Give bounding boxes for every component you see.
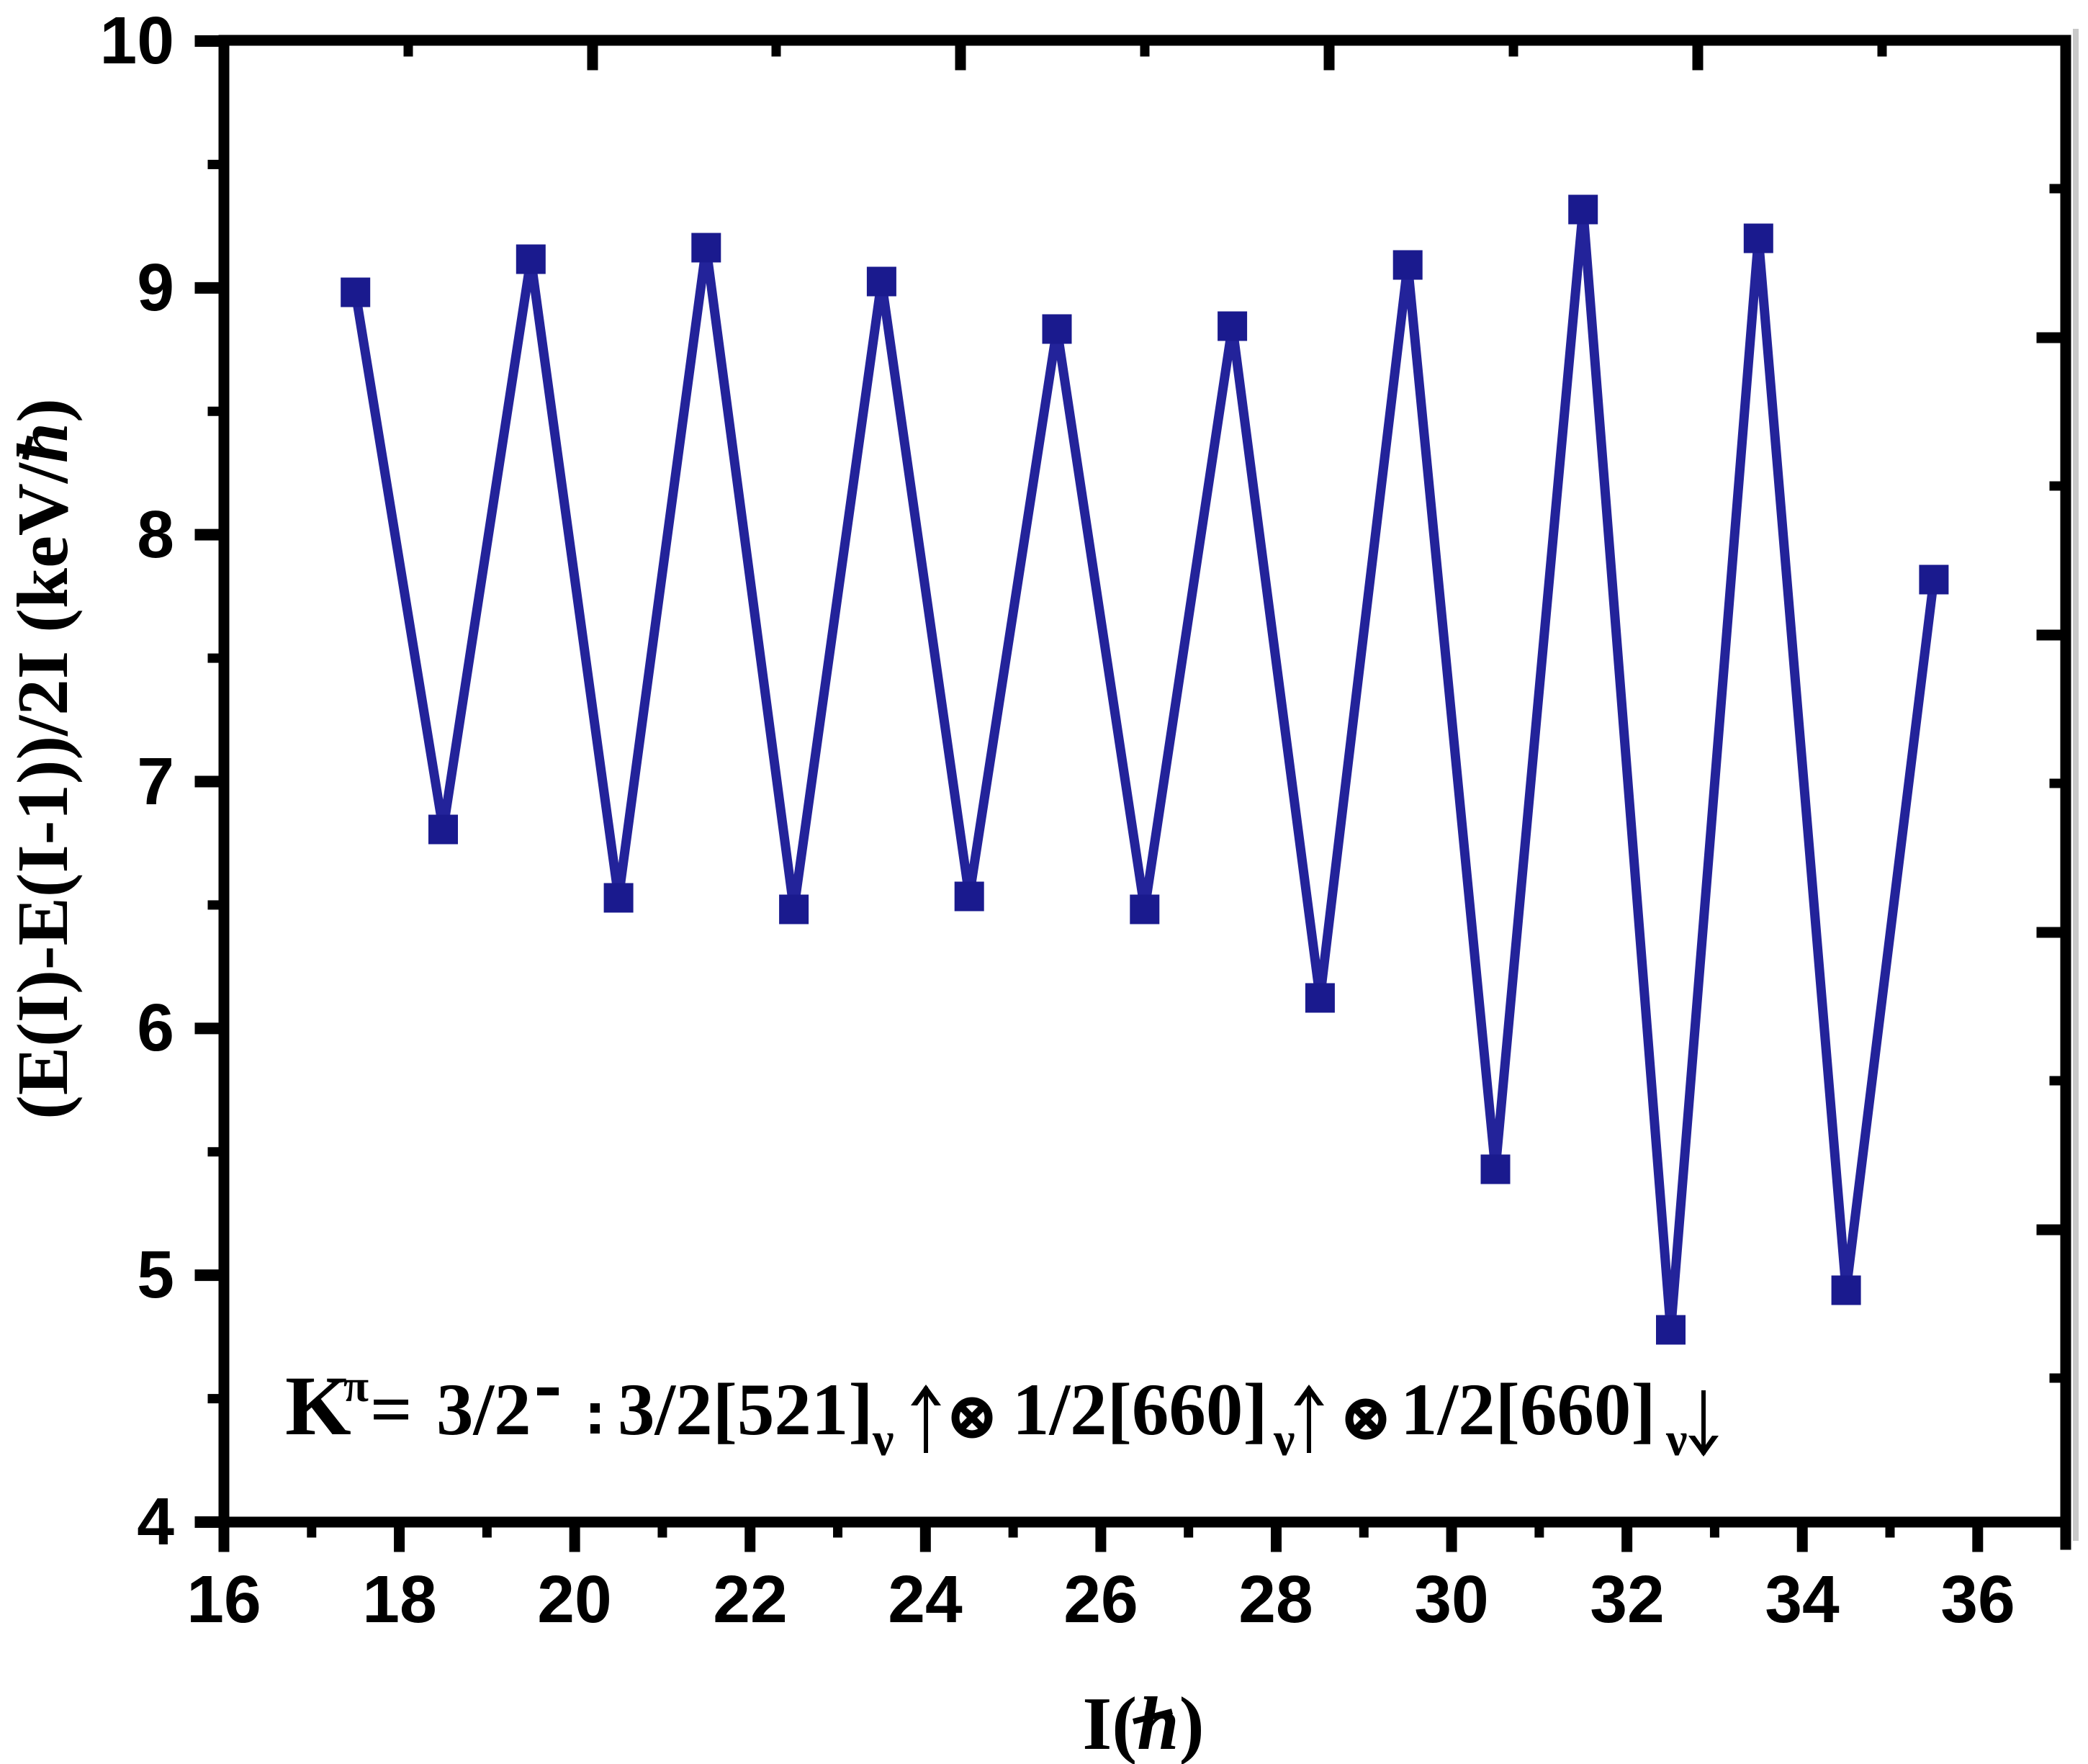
svg-text:=: = [370, 1369, 413, 1451]
svg-text:26: 26 [1063, 1562, 1138, 1637]
svg-text:5: 5 [137, 1237, 174, 1312]
svg-text:3/2: 3/2 [436, 1369, 531, 1451]
svg-text:36: 36 [1940, 1562, 2015, 1637]
svg-text:32: 32 [1590, 1562, 1664, 1637]
svg-text:1/2[660]: 1/2[660] [1012, 1369, 1268, 1451]
svg-text:30: 30 [1414, 1562, 1488, 1637]
svg-text:6: 6 [137, 990, 174, 1065]
svg-text:22: 22 [713, 1562, 787, 1637]
svg-text:20: 20 [537, 1562, 611, 1637]
svg-text:24: 24 [888, 1562, 963, 1637]
svg-text:9: 9 [137, 250, 174, 325]
svg-text:18: 18 [362, 1562, 436, 1637]
svg-text:ν: ν [872, 1413, 894, 1466]
svg-text:7: 7 [137, 744, 174, 819]
svg-text:16: 16 [186, 1562, 261, 1637]
svg-text:1/2[660]: 1/2[660] [1400, 1369, 1656, 1451]
svg-text:K: K [285, 1359, 351, 1453]
svg-text:34: 34 [1765, 1562, 1840, 1637]
svg-text:π: π [343, 1360, 369, 1411]
svg-text:4: 4 [137, 1484, 174, 1559]
svg-text:28: 28 [1238, 1562, 1313, 1637]
svg-text:ν: ν [1665, 1413, 1688, 1466]
svg-text:3/2[521]: 3/2[521] [618, 1369, 873, 1451]
svg-text:ν: ν [1273, 1413, 1295, 1466]
svg-text:8: 8 [137, 497, 174, 572]
svg-text:(E(I)-E(I-1))/2I (keV/h): (E(I)-E(I-1))/2I (keV/h) [2, 398, 83, 1119]
svg-text:10: 10 [100, 3, 174, 78]
svg-text:I(h): I(h) [1082, 1681, 1204, 1764]
